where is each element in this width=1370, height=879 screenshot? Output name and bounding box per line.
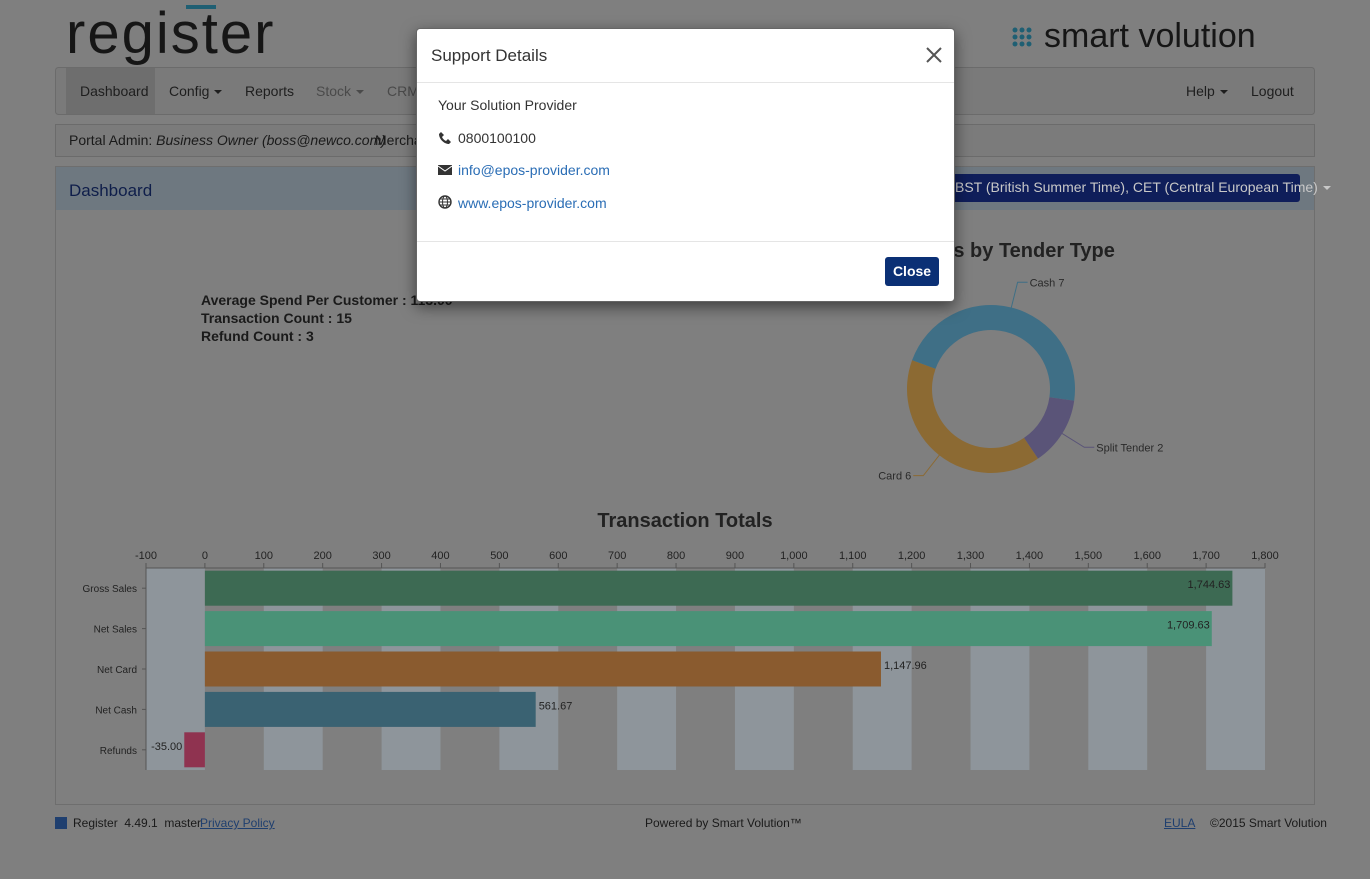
nav-item[interactable]: Config bbox=[169, 83, 222, 99]
x-tick-label: 1,100 bbox=[839, 550, 867, 562]
logo-accent bbox=[186, 5, 216, 9]
data-label: Split Tender 2 bbox=[1096, 442, 1163, 454]
data-label: Card 6 bbox=[878, 471, 911, 483]
provider: Your Solution Provider bbox=[438, 97, 577, 113]
web-icon bbox=[438, 195, 452, 209]
version: Register 4.49.1 master bbox=[73, 816, 202, 830]
modal-title: Support Details bbox=[431, 46, 548, 65]
eula-link[interactable]: EULA bbox=[1164, 816, 1196, 830]
value-label: 1,709.63 bbox=[1167, 620, 1210, 632]
copyright: ©2015 Smart Volution bbox=[1210, 816, 1327, 830]
category-label: Cash bbox=[1030, 277, 1056, 289]
footer-icon bbox=[55, 817, 67, 829]
value-label: 561.67 bbox=[539, 700, 573, 712]
bar bbox=[204, 651, 881, 687]
phone: 0800100100 bbox=[458, 130, 536, 146]
modal: Support Details Your Solution Provider 0… bbox=[416, 28, 955, 302]
x-tick-label: 900 bbox=[726, 550, 744, 562]
donut-segment bbox=[912, 305, 1075, 401]
value-label: 2 bbox=[1157, 442, 1163, 454]
x-tick-label: 1,600 bbox=[1133, 550, 1161, 562]
y-tick-label: Net Sales bbox=[94, 625, 137, 636]
value-label: 1,744.63 bbox=[1188, 579, 1231, 591]
x-tick-label: 100 bbox=[255, 550, 273, 562]
value-label: 1,147.96 bbox=[884, 660, 927, 672]
category-label: Split Tender bbox=[1096, 442, 1154, 454]
y-tick-label: Net Card bbox=[97, 665, 137, 676]
x-tick-label: -100 bbox=[135, 550, 157, 562]
x-tick-label: 200 bbox=[314, 550, 332, 562]
x-tick-label: 1,400 bbox=[1016, 550, 1044, 562]
nav-item[interactable]: Logout bbox=[1251, 83, 1294, 99]
y-tick-label: Refunds bbox=[100, 746, 137, 757]
email-icon bbox=[438, 165, 452, 175]
logo: register bbox=[66, 1, 275, 66]
x-tick-label: 1,700 bbox=[1192, 550, 1220, 562]
stat: Refund Count : 3 bbox=[201, 328, 314, 344]
bar bbox=[204, 691, 536, 727]
donut-segment bbox=[907, 360, 1038, 473]
nav-item[interactable]: Reports bbox=[245, 83, 295, 99]
phone-icon bbox=[439, 132, 451, 144]
bar bbox=[184, 732, 205, 768]
x-tick-label: 0 bbox=[202, 550, 208, 562]
x-tick-label: 1,000 bbox=[780, 550, 808, 562]
value-label: 7 bbox=[1058, 277, 1064, 289]
bar bbox=[204, 570, 1233, 606]
nav-item[interactable]: Dashboard bbox=[80, 83, 149, 99]
divider bbox=[417, 82, 954, 83]
email-link[interactable]: info@epos-provider.com bbox=[458, 162, 610, 178]
x-tick-label: 600 bbox=[549, 550, 567, 562]
brand: smart volution bbox=[1044, 17, 1256, 55]
panel-title: Dashboard bbox=[69, 181, 153, 200]
x-tick-label: 500 bbox=[490, 550, 508, 562]
info-text: Portal Admin: Business Owner (boss@newco… bbox=[69, 132, 386, 148]
bar bbox=[204, 611, 1212, 647]
category-label: Card bbox=[878, 471, 902, 483]
x-tick-label: 400 bbox=[431, 550, 449, 562]
stat: Transaction Count : 15 bbox=[201, 310, 352, 326]
x-tick-label: 1,300 bbox=[957, 550, 985, 562]
x-tick-label: 1,200 bbox=[898, 550, 926, 562]
powered-by: Powered by Smart Volution™ bbox=[645, 816, 802, 830]
label: Portal Admin: bbox=[69, 132, 153, 148]
leader-line bbox=[1009, 281, 1028, 312]
data-label: Cash 7 bbox=[1030, 277, 1065, 289]
timezone-label[interactable]: BST (British Summer Time), CET (Central … bbox=[955, 179, 1331, 195]
nav-item[interactable]: Help bbox=[1186, 83, 1228, 99]
x-tick-label: 300 bbox=[372, 550, 390, 562]
value-label: 6 bbox=[905, 471, 911, 483]
donut-segment bbox=[1023, 397, 1075, 459]
nav-item[interactable]: CRM bbox=[387, 83, 419, 99]
nav-item[interactable]: Stock bbox=[316, 83, 364, 99]
stats: Average Spend Per Customer : 113.00 Tran… bbox=[201, 291, 453, 345]
x-tick-label: 1,800 bbox=[1251, 550, 1279, 562]
x-tick-label: 1,500 bbox=[1075, 550, 1103, 562]
value-label: -35.00 bbox=[151, 741, 182, 753]
x-tick-label: 800 bbox=[667, 550, 685, 562]
leader-line bbox=[1058, 430, 1095, 448]
leader-line bbox=[913, 451, 943, 477]
footer-left: Register 4.49.1 master bbox=[55, 816, 201, 830]
divider bbox=[417, 241, 954, 242]
web-link[interactable]: www.epos-provider.com bbox=[458, 195, 607, 211]
y-tick-label: Net Cash bbox=[95, 705, 137, 716]
close-button[interactable]: Close bbox=[885, 257, 939, 286]
stat: Average Spend Per Customer : 113.00 bbox=[201, 292, 453, 308]
user: Business Owner (boss@newco.com) bbox=[156, 132, 386, 148]
x-tick-label: 700 bbox=[608, 550, 626, 562]
label: Mercha bbox=[375, 132, 422, 148]
brand-icon bbox=[1012, 27, 1032, 47]
privacy-link[interactable]: Privacy Policy bbox=[200, 816, 275, 830]
close-icon[interactable] bbox=[926, 47, 942, 63]
active-tab bbox=[66, 68, 155, 114]
chart-title: Transaction Totals bbox=[597, 510, 772, 532]
y-tick-label: Gross Sales bbox=[83, 584, 137, 595]
